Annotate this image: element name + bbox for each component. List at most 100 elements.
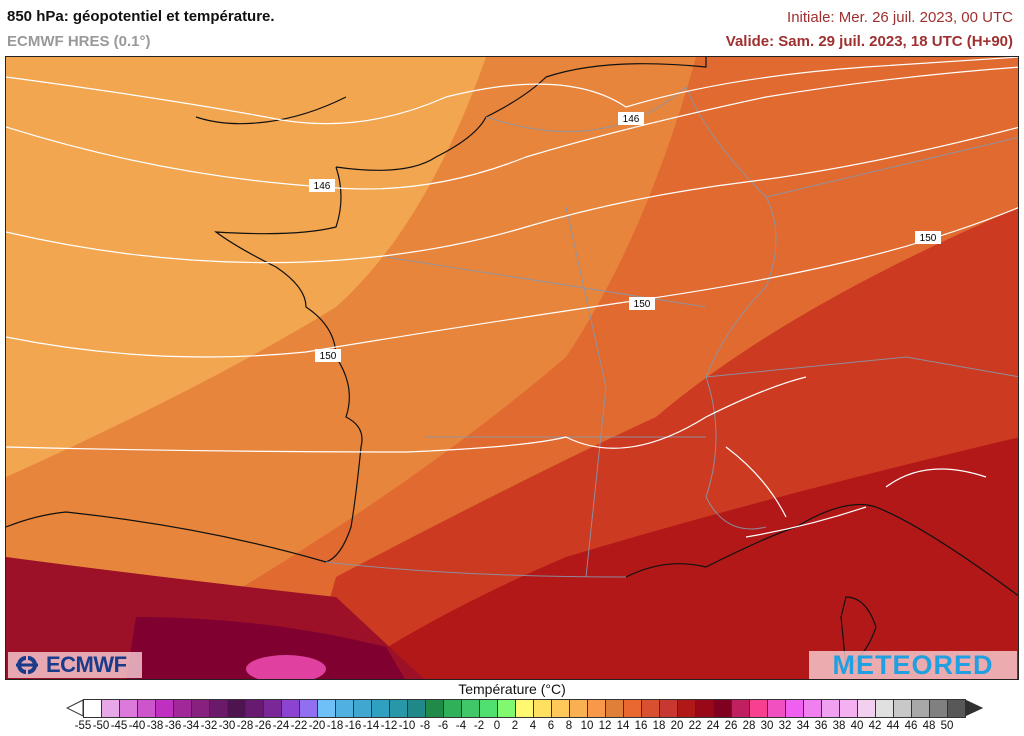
colorbar-tick-label: 34 [796,720,810,732]
svg-text:146: 146 [314,181,331,192]
colorbar [66,698,983,718]
colorbar-tick-label: -28 [236,720,254,732]
colorbar-tick-label: 4 [529,720,537,732]
colorbar-tick-label: 6 [547,720,555,732]
colorbar-swatch [875,698,894,718]
colorbar-swatch [803,698,822,718]
colorbar-swatch [623,698,642,718]
colorbar-tick-label: 20 [670,720,684,732]
colorbar-tick-label: 32 [778,720,792,732]
initial-time: Initiale: Mer. 26 juil. 2023, 00 UTC [787,9,1013,26]
colorbar-swatch [389,698,408,718]
contour-146-b [6,66,1018,190]
colorbar-swatch [299,698,318,718]
colorbar-swatch [173,698,192,718]
map-title: 850 hPa: géopotentiel et température. [7,8,275,25]
colorbar-tick-label: 18 [652,720,666,732]
colorbar-swatch [821,698,840,718]
svg-text:150: 150 [320,351,337,362]
colorbar-tick-label: 12 [598,720,612,732]
borders [325,86,1018,578]
colorbar-swatch [137,698,156,718]
colorbar-swatch [281,698,300,718]
contour-152 [6,376,987,538]
colorbar-tick-label: -10 [398,720,416,732]
contour-label-146-b: 146 [309,179,335,192]
colorbar-swatch [893,698,912,718]
colorbar-tick-label: -22 [290,720,308,732]
colorbar-swatch [731,698,750,718]
colorbar-tick-label: 24 [706,720,720,732]
colorbar-swatch [479,698,498,718]
colorbar-tick-label: 48 [922,720,936,732]
meteored-logo: METEORED [809,651,1017,679]
colorbar-swatch [767,698,786,718]
colorbar-tick-label: -6 [437,720,449,732]
ecmwf-logo: ECMWF [8,652,142,678]
colorbar-swatch [425,698,444,718]
colorbar-swatch [749,698,768,718]
weather-map[interactable]: 146 146 150 150 150 [5,56,1019,680]
colorbar-tick-label: -50 [92,720,110,732]
colorbar-tick-label: 50 [940,720,954,732]
colorbar-swatch [497,698,516,718]
contour-label-150-b: 150 [629,297,655,310]
colorbar-tick-label: 22 [688,720,702,732]
contour-150-a [6,126,1018,264]
colorbar-swatch [443,698,462,718]
colorbar-swatch [119,698,138,718]
colorbar-swatch [335,698,354,718]
colorbar-swatch [911,698,930,718]
colorbar-high-arrow [965,699,983,717]
colorbar-swatch [569,698,588,718]
colorbar-swatch [371,698,390,718]
colorbar-tick-label: 28 [742,720,756,732]
zone-spain-deep [126,617,405,679]
svg-text:150: 150 [634,299,651,310]
colorbar-title: Température (°C) [458,681,566,697]
colorbar-tick-label: -40 [128,720,146,732]
colorbar-swatch [101,698,120,718]
colorbar-tick-label: -45 [110,720,128,732]
colorbar-labels: -55 -50 -45 -40 -38 -36 -34 -32 -30 -28 -26 -24 -22-… [0,720,1024,736]
colorbar-tick-label: 26 [724,720,738,732]
colorbar-swatch [263,698,282,718]
colorbar-tick-label: 16 [634,720,648,732]
colorbar-tick-label: -30 [218,720,236,732]
colorbar-tick-label: 42 [868,720,882,732]
colorbar-tick-label: 38 [832,720,846,732]
colorbar-tick-label: -36 [164,720,182,732]
colorbar-tick-label: -8 [419,720,431,732]
zone-mediterranean [338,437,1018,679]
model-name: ECMWF HRES (0.1°) [7,33,151,50]
colorbar-swatch [785,698,804,718]
colorbar-tick-label: 44 [886,720,900,732]
contour-146-a [6,57,1018,125]
colorbar-swatch [587,698,606,718]
colorbar-tick-label: -16 [344,720,362,732]
contour-label-150-a: 150 [915,231,941,244]
colorbar-tick-label: -4 [455,720,467,732]
colorbar-tick-label: -18 [326,720,344,732]
colorbar-tick-label: -34 [182,720,200,732]
colorbar-tick-label: 30 [760,720,774,732]
colorbar-tick-label: 14 [616,720,630,732]
colorbar-low-arrow [66,699,84,717]
colorbar-tick-label: 8 [565,720,573,732]
colorbar-swatch [641,698,660,718]
colorbar-swatch [353,698,372,718]
contour-150-b [6,207,1018,358]
contour-label-150-c: 150 [315,349,341,362]
colorbar-swatch [515,698,534,718]
colorbar-tick-label: 10 [580,720,594,732]
colorbar-swatch [695,698,714,718]
colorbar-swatch [227,698,246,718]
colorbar-tick-label: 46 [904,720,918,732]
colorbar-tick-label: -20 [308,720,326,732]
colorbar-swatch [605,698,624,718]
colorbar-swatch [929,698,948,718]
colorbar-tick-label: 36 [814,720,828,732]
colorbar-swatch [677,698,696,718]
colorbar-tick-label: 0 [493,720,501,732]
colorbar-swatch [83,698,102,718]
